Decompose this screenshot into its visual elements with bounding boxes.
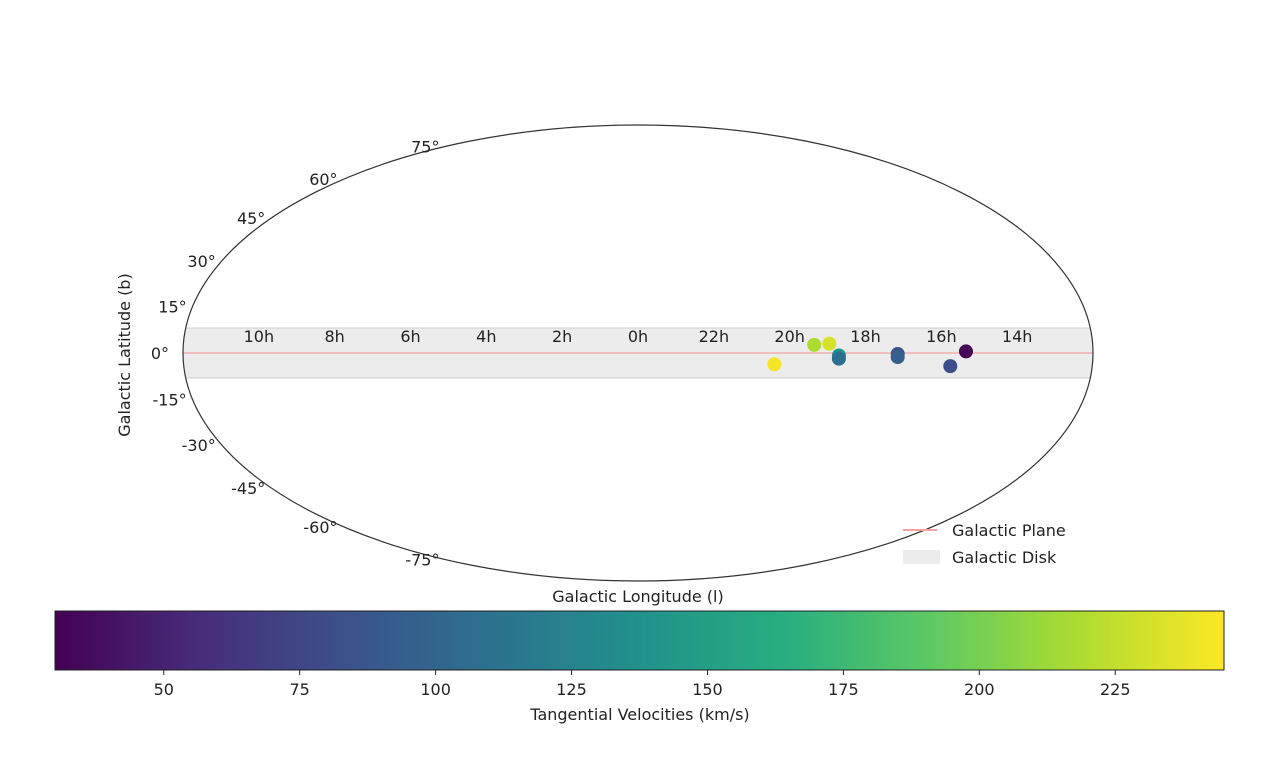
y-tick-label: -15° — [152, 391, 186, 410]
x-tick-label: 16h — [926, 327, 957, 346]
y-tick-label: 75° — [411, 137, 439, 156]
projection-boundary — [182, 124, 1094, 582]
scatter-point — [890, 350, 905, 365]
y-tick-label: -45° — [231, 479, 265, 498]
colorbar-tick-label: 225 — [1100, 680, 1131, 699]
x-tick-label: 0h — [628, 327, 648, 346]
y-axis-label: Galactic Latitude (b) — [115, 273, 134, 436]
x-tick-label: 2h — [552, 327, 572, 346]
legend-galactic-plane-label: Galactic Plane — [952, 521, 1066, 540]
scatter-point — [958, 344, 973, 359]
x-tick-label: 18h — [850, 327, 881, 346]
y-tick-label: 0° — [151, 344, 169, 363]
x-tick-label: 8h — [325, 327, 345, 346]
scatter-point — [807, 337, 822, 352]
x-tick-label: 14h — [1002, 327, 1033, 346]
scatter-points — [767, 336, 973, 374]
y-tick-label: 45° — [237, 209, 265, 228]
x-tick-label: 6h — [400, 327, 420, 346]
colorbar-tick-label: 50 — [154, 680, 174, 699]
y-tick-label: 30° — [187, 252, 215, 271]
legend-galactic-disk-swatch — [903, 550, 940, 564]
y-tick-label: -30° — [182, 436, 216, 455]
y-tick-label: -75° — [405, 551, 439, 570]
colorbar-ticks: 50 75 100 125 150 175 200 225 — [154, 670, 1131, 699]
colorbar-tick-label: 75 — [289, 680, 309, 699]
y-tick-label: 60° — [309, 170, 337, 189]
x-tick-label: 22h — [699, 327, 730, 346]
x-tick-label: 10h — [244, 327, 275, 346]
scatter-point — [822, 336, 837, 351]
legend-galactic-disk-label: Galactic Disk — [952, 548, 1057, 567]
colorbar-tick-label: 175 — [828, 680, 859, 699]
legend: Galactic Plane Galactic Disk — [903, 521, 1066, 567]
scatter-point — [831, 351, 846, 366]
x-tick-label: 20h — [774, 327, 805, 346]
x-tick-labels: 14h 16h 18h 20h 22h 0h 2h 4h 6h 8h 10h — [244, 327, 1033, 346]
colorbar-tick-label: 125 — [556, 680, 587, 699]
scatter-point — [943, 359, 958, 374]
scatter-point — [767, 357, 782, 372]
colorbar-tick-label: 100 — [420, 680, 451, 699]
y-tick-label: 15° — [158, 297, 186, 316]
plot-area: 14h 16h 18h 20h 22h 0h 2h 4h 6h 8h 10h 75° 60° 45° 30… — [151, 124, 1094, 582]
x-axis-label: Galactic Longitude (l) — [552, 587, 723, 606]
colorbar: 50 75 100 125 150 175 200 225 Tangential Veloci… — [54, 610, 1225, 724]
y-tick-label: -60° — [303, 518, 337, 537]
x-tick-label: 4h — [476, 327, 496, 346]
colorbar-label: Tangential Velocities (km/s) — [529, 705, 749, 724]
colorbar-tick-label: 150 — [692, 680, 723, 699]
colorbar-gradient — [54, 610, 1225, 671]
y-tick-labels: 75° 60° 45° 30° 15° 0° -15° -30° -45° -60° -75° — [151, 137, 440, 569]
colorbar-tick-label: 200 — [964, 680, 995, 699]
